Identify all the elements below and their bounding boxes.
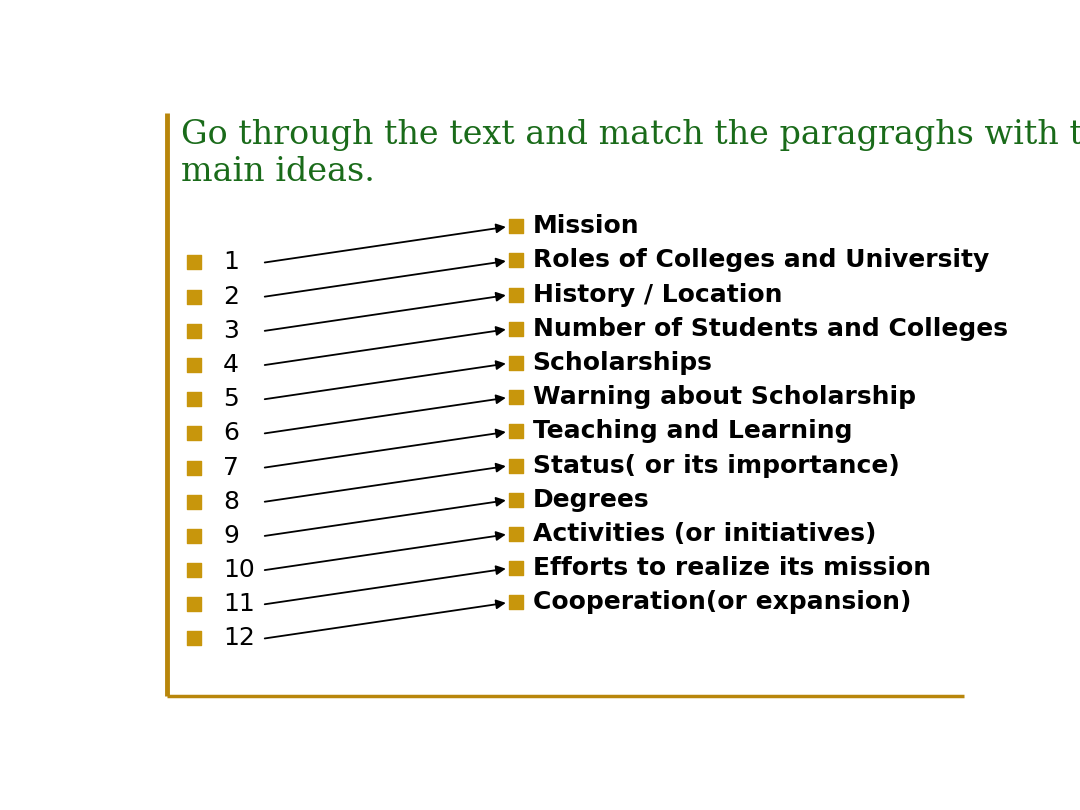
Point — [508, 527, 525, 540]
Text: 1: 1 — [222, 250, 239, 275]
Text: Warning about Scholarship: Warning about Scholarship — [532, 386, 916, 409]
Point — [185, 256, 202, 269]
Point — [185, 359, 202, 372]
Point — [508, 254, 525, 267]
Text: 3: 3 — [222, 319, 239, 343]
Text: 2: 2 — [222, 284, 239, 309]
Text: Go through the text and match the paragraghs with their: Go through the text and match the paragr… — [181, 119, 1080, 151]
Text: 12: 12 — [222, 626, 255, 650]
Point — [508, 356, 525, 369]
Point — [185, 461, 202, 474]
Text: 8: 8 — [222, 490, 239, 514]
Text: Activities (or initiatives): Activities (or initiatives) — [532, 522, 876, 546]
Point — [185, 530, 202, 543]
Point — [508, 288, 525, 301]
Text: 10: 10 — [222, 558, 255, 582]
Point — [185, 495, 202, 508]
Text: 11: 11 — [222, 592, 255, 616]
Point — [185, 393, 202, 406]
Text: main ideas.: main ideas. — [181, 156, 375, 189]
Text: Roles of Colleges and University: Roles of Colleges and University — [532, 249, 989, 272]
Text: Scholarships: Scholarships — [532, 351, 713, 375]
Text: 6: 6 — [222, 421, 239, 446]
Point — [185, 598, 202, 611]
Text: Teaching and Learning: Teaching and Learning — [532, 420, 852, 443]
Point — [508, 322, 525, 335]
Text: 4: 4 — [222, 353, 239, 377]
Point — [185, 564, 202, 577]
Point — [185, 324, 202, 337]
Point — [185, 427, 202, 440]
Text: Status( or its importance): Status( or its importance) — [532, 454, 900, 478]
Point — [508, 561, 525, 574]
Text: Cooperation(or expansion): Cooperation(or expansion) — [532, 590, 910, 614]
Text: 9: 9 — [222, 524, 239, 548]
Text: Number of Students and Colleges: Number of Students and Colleges — [532, 317, 1008, 341]
Text: Efforts to realize its mission: Efforts to realize its mission — [532, 556, 931, 580]
Point — [508, 596, 525, 609]
Point — [508, 425, 525, 438]
Text: 7: 7 — [222, 455, 239, 480]
Point — [185, 290, 202, 303]
Point — [185, 632, 202, 645]
Point — [508, 390, 525, 403]
Point — [508, 493, 525, 506]
Point — [508, 459, 525, 472]
Text: Degrees: Degrees — [532, 488, 649, 512]
Text: 5: 5 — [222, 387, 239, 411]
Text: Mission: Mission — [532, 215, 639, 238]
Text: History / Location: History / Location — [532, 283, 782, 307]
Point — [508, 220, 525, 232]
